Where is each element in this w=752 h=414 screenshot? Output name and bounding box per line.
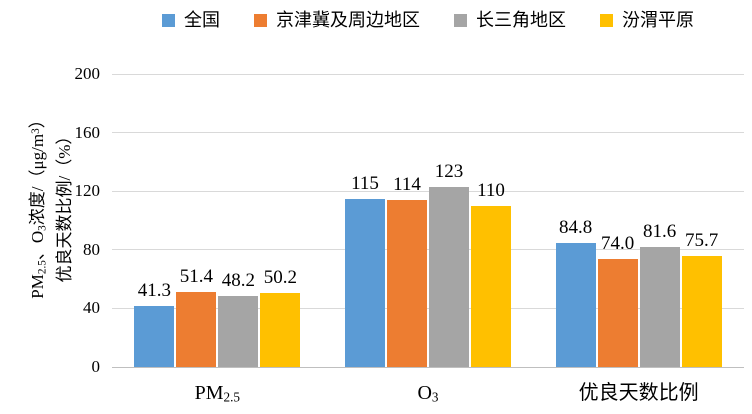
subscript-text: 3 [431,389,439,405]
bar-s3-c1 [218,296,259,367]
y-tick-label: 0 [91,357,101,376]
legend-item-4: 汾渭平原 [600,8,694,32]
bar-value-label: 115 [351,172,379,194]
legend-label: 全国 [184,10,220,30]
bar-value-label: 110 [477,179,505,201]
subscript-text: 2.5 [36,260,49,275]
legend-swatch-icon [600,13,613,27]
bar-value-label: 50.2 [263,267,297,289]
gridline [112,132,744,134]
x-category-label: 优良天数比例 [539,380,739,406]
bar-s1-c1 [134,306,175,367]
bar-s2-c2 [387,199,427,367]
legend-swatch-icon [454,13,467,27]
y-tick-label: 120 [74,181,101,201]
legend-swatch-icon [162,13,175,27]
gridline [112,190,744,192]
legend-label: 长三角地区 [476,10,566,30]
bar-s2-c3 [597,258,638,367]
legend-item-1: 全国 [162,8,220,32]
x-category-label: O3 [328,380,528,410]
bar-s4-c2 [471,205,511,367]
bar-value-label: 114 [393,173,421,195]
bar-value-label: 75.7 [685,230,719,252]
y-tick-label: 40 [83,298,100,318]
bar-value-label: 41.3 [137,280,171,302]
x-category-label: PM2.5 [117,380,317,410]
bar-s3-c3 [639,247,680,367]
gridline [112,307,744,309]
text-segment: 优良天数比例 [578,382,699,404]
x-axis-line [112,366,744,368]
bar-value-label: 81.6 [643,221,677,243]
legend-swatch-icon [254,13,267,27]
bar-value-label: 74.0 [601,232,635,254]
text-segment: 浓度/（μg/m [28,133,48,226]
bar-value-label: 84.8 [559,216,593,238]
legend-item-3: 长三角地区 [454,8,566,32]
legend: 全国 京津冀及周边地区 长三角地区 汾渭平原 [112,6,744,34]
y-tick-label: 200 [74,64,101,83]
legend-item-2: 京津冀及周边地区 [254,8,420,32]
bar-s1-c3 [555,242,596,367]
text-segment: PM [28,274,48,299]
bar-value-label: 48.2 [221,270,255,292]
bar-s3-c2 [429,186,469,367]
subscript-text: 3 [36,225,49,231]
bar-value-label: 123 [434,160,464,182]
bar-value-label: 51.4 [179,265,213,287]
legend-label: 汾渭平原 [622,10,694,30]
bar-s4-c3 [681,256,722,367]
y-tick-label: 160 [74,122,101,142]
legend-label: 京津冀及周边地区 [276,10,420,30]
gridline [112,73,744,75]
bar-s4-c1 [260,293,301,367]
gridline [112,249,744,251]
bar-s1-c2 [345,198,385,367]
bar-s2-c1 [176,291,217,367]
subscript-text: 2.5 [223,389,241,405]
text-segment: PM [194,382,224,404]
text-segment: O [417,382,432,404]
y-tick-label: 80 [83,239,100,259]
